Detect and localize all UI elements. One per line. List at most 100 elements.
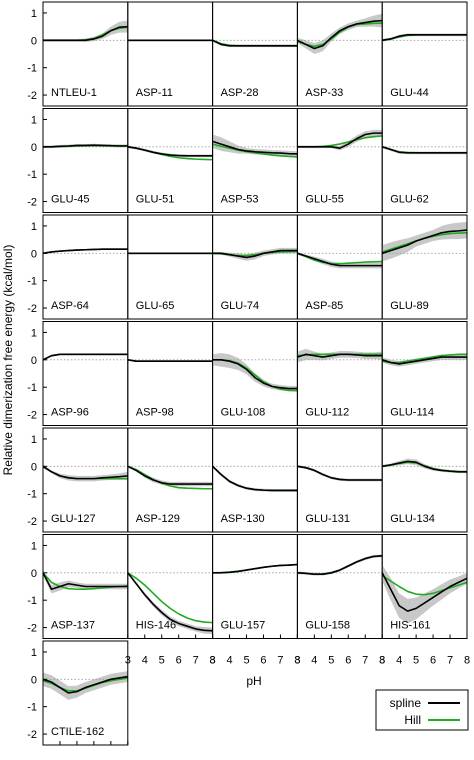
panel-glu-134-label: GLU-134 [390, 513, 435, 525]
x-tick-label: 8 [210, 655, 216, 667]
panel-asp-137-label: ASP-137 [51, 620, 95, 632]
panel-his-161-spline-line [381, 572, 468, 612]
panel-his-161-label: HIS-161 [390, 620, 430, 632]
panel-glu-134-frame [381, 427, 468, 533]
panel-his-146-band [127, 571, 213, 635]
panel-his-146-spline-line [127, 572, 213, 632]
x-tick-label: 6 [176, 655, 182, 667]
panel-asp-85-hill-line [297, 252, 383, 265]
panel-glu-51-label: GLU-51 [136, 194, 175, 206]
panel-glu-127-spline-line [42, 465, 128, 480]
panel-asp-64-spline-line [42, 248, 128, 255]
panel-asp-96-label: ASP-96 [51, 407, 89, 419]
panel-glu-55-spline-line [297, 132, 383, 149]
y-tick-label: 0 [31, 461, 37, 473]
y-tick-label: -2 [27, 197, 37, 209]
legend-label-hill: Hill [404, 713, 421, 727]
y-tick-label: 0 [31, 355, 37, 367]
panel-asp-130-spline-line [212, 465, 298, 492]
panel-glu-44-label: GLU-44 [390, 87, 429, 99]
x-tick-label: 8 [464, 655, 470, 667]
panel-asp-129-label: ASP-129 [136, 513, 180, 525]
panel-glu-44-frame [381, 1, 468, 107]
panel-asp-28-spline-line [212, 39, 298, 47]
x-tick-label: 4 [142, 655, 148, 667]
panel-asp-130-label: ASP-130 [221, 513, 265, 525]
panel-ctile-162-label: CTILE-162 [51, 726, 104, 738]
panel-asp-53-hill-line [212, 143, 298, 158]
x-tick-label: 8 [379, 655, 385, 667]
x-tick-label: 5 [159, 655, 165, 667]
panel-glu-114-frame [381, 321, 468, 426]
panel-glu-51-spline-line [127, 146, 213, 157]
panel-ctile-162-band [43, 671, 128, 700]
panel-ntleu-1-label: NTLEU-1 [51, 87, 97, 99]
panel-glu-74-label: GLU-74 [221, 300, 260, 312]
y-tick-label: 0 [31, 248, 37, 260]
y-tick-label: 0 [31, 142, 37, 154]
panel-glu-62-spline-line [381, 146, 467, 154]
panel-glu-62-label: GLU-62 [390, 194, 429, 206]
panel-asp-96-spline-line [42, 353, 128, 361]
y-tick-label: 1 [31, 327, 37, 339]
x-tick-label: 3 [379, 655, 385, 667]
y-tick-label: 1 [31, 221, 37, 233]
x-tick-label: 3 [210, 655, 216, 667]
x-tick-label: 3 [125, 655, 131, 667]
x-tick-label: 4 [311, 655, 317, 667]
panel-glu-112-label: GLU-112 [305, 407, 349, 419]
panel-glu-157-label: GLU-157 [221, 620, 266, 632]
panel-glu-114-hill-line [382, 353, 467, 364]
x-tick-label: 5 [328, 655, 334, 667]
x-tick-label: 8 [294, 655, 300, 667]
panel-asp-85-band [297, 251, 383, 269]
x-tick-label: 6 [345, 655, 351, 667]
y-tick-label: 1 [31, 434, 37, 446]
y-tick-label: 0 [31, 35, 37, 47]
y-tick-label: 0 [31, 568, 37, 580]
panel-ctile-162-frame [42, 640, 129, 746]
panel-glu-55-band [297, 129, 383, 151]
y-tick-label: -1 [27, 489, 37, 501]
panel-glu-112-band [297, 348, 383, 363]
y-axis-label: Relative dimerization free energy (kcal/… [1, 245, 15, 476]
panel-his-161-hill-line [381, 574, 468, 596]
y-tick-label: -2 [27, 410, 37, 422]
y-tick-label: -1 [27, 169, 37, 181]
x-tick-label: 5 [413, 655, 419, 667]
panel-glu-89-spline-line [381, 229, 468, 255]
panel-glu-108-band [212, 352, 298, 392]
panel-asp-11-label: ASP-11 [136, 87, 173, 99]
panel-asp-129-hill-line [127, 465, 213, 490]
panel-glu-89-frame [381, 214, 468, 320]
panel-glu-114-spline-line [381, 356, 467, 365]
panel-asp-85-label: ASP-85 [305, 300, 343, 312]
panel-ntleu-1-band [43, 20, 128, 42]
y-tick-label: 0 [31, 674, 37, 686]
y-tick-label: -2 [27, 90, 37, 102]
panel-asp-85-spline-line [297, 252, 383, 267]
x-tick-label: 7 [362, 655, 368, 667]
panel-ntleu-1-spline-line [43, 25, 128, 42]
legend-label-spline: spline [390, 696, 422, 710]
y-tick-label: 1 [31, 114, 37, 126]
x-tick-label: 7 [277, 655, 283, 667]
panel-glu-45-spline-line [43, 144, 128, 148]
panel-his-146-label: HIS-146 [136, 620, 176, 632]
panel-asp-98-label: ASP-98 [136, 407, 174, 419]
panel-glu-127-label: GLU-127 [51, 513, 96, 525]
y-tick-label: -1 [27, 63, 37, 75]
panel-glu-157-spline-line [212, 563, 298, 574]
panel-asp-130-band [212, 464, 298, 492]
y-tick-label: -2 [27, 729, 37, 741]
y-tick-label: -2 [27, 516, 37, 528]
panel-glu-131-label: GLU-131 [305, 513, 350, 525]
panel-his-161-frame [381, 534, 468, 639]
panel-asp-33-label: ASP-33 [305, 87, 343, 99]
panel-glu-44-spline-line [382, 34, 467, 42]
panel-glu-55-label: GLU-55 [305, 194, 344, 206]
y-tick-label: -2 [27, 623, 37, 635]
panel-asp-53-band [212, 134, 298, 157]
